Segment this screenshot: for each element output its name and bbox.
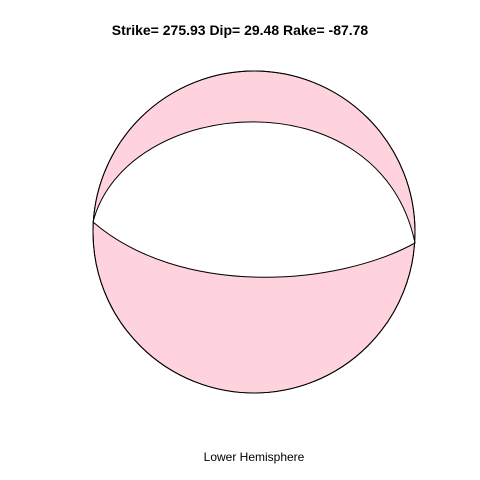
plot-subtitle: Lower Hemisphere [203, 450, 305, 464]
dilatational-quadrant [92, 121, 416, 278]
primitive-circle [92, 70, 416, 394]
plot-title: Strike= 275.93 Dip= 29.48 Rake= -87.78 [111, 22, 369, 38]
